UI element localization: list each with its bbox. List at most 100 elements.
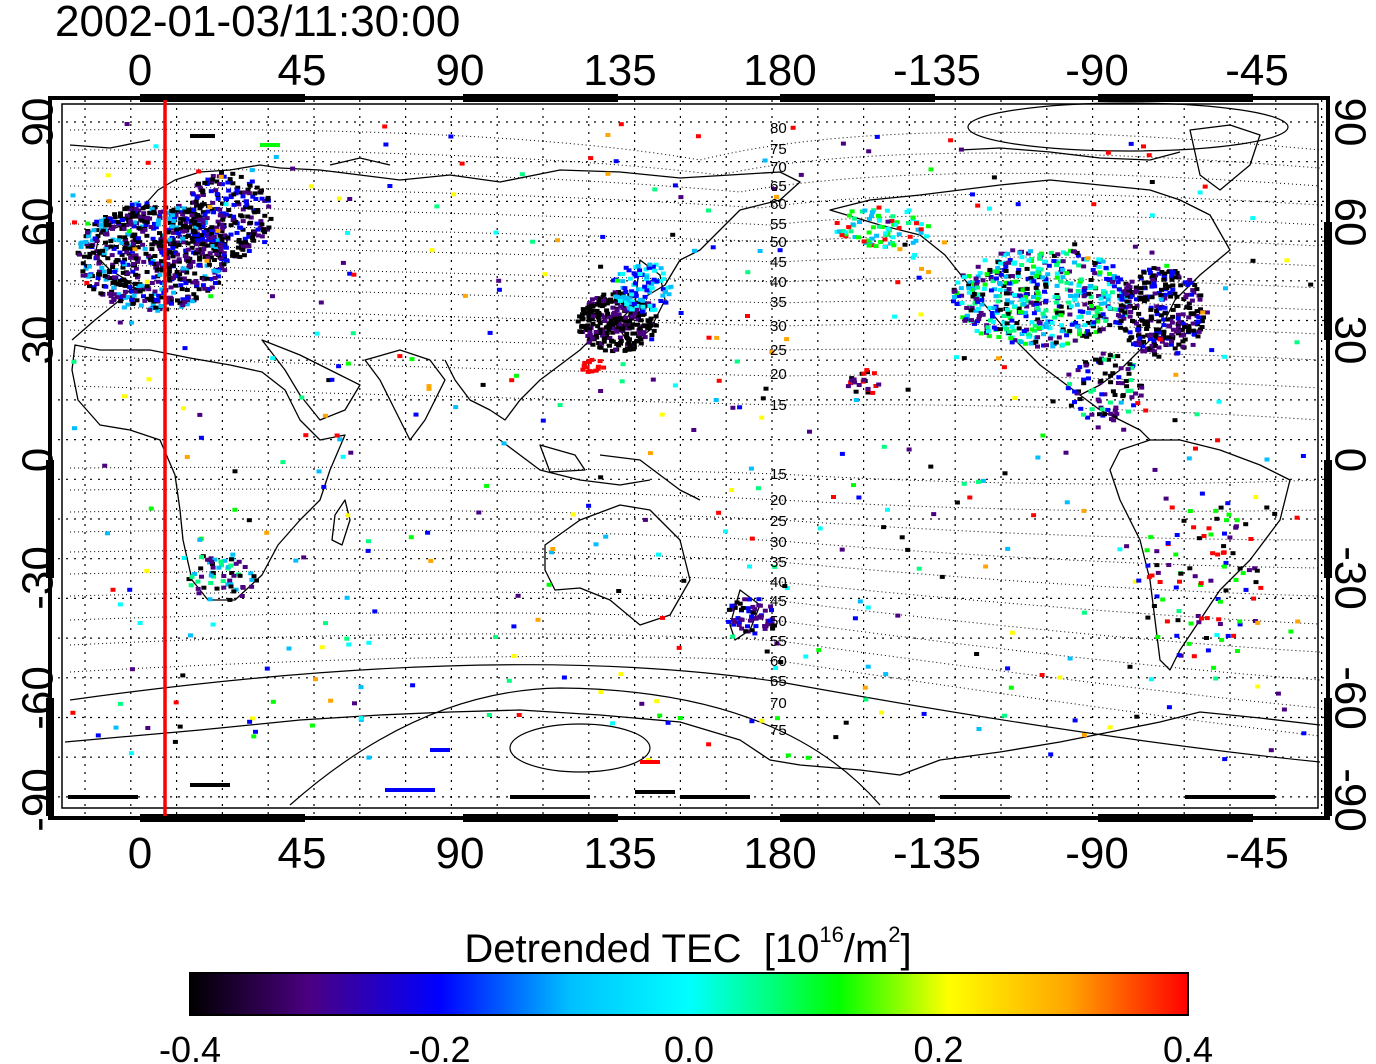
tec-point [222,558,228,563]
tec-point [586,503,592,508]
tec-point [598,389,604,393]
tec-point [678,195,684,200]
tec-point [646,265,652,270]
tec-point [1007,258,1013,262]
tec-point [790,125,796,130]
tec-point [1133,285,1139,290]
tec-point [1148,677,1154,682]
contour-label-south: 15 [770,466,787,483]
tec-point [660,271,666,276]
tec-point [204,276,210,281]
tec-point [1069,322,1075,327]
tec-point [856,495,862,500]
tec-point [303,433,309,438]
tec-point [128,255,134,260]
tec-point [212,281,218,285]
tec-point [137,621,143,625]
tec-point [1183,295,1189,300]
geomagnetic-contours [69,128,1321,737]
tec-point [589,369,595,374]
tec-point [620,362,626,367]
tec-point [451,192,457,197]
tec-point [666,292,672,297]
tec-point [628,347,634,352]
tec-point [729,488,735,492]
tec-point [1190,288,1196,293]
tec-point [581,308,586,313]
contour-label-south: 30 [770,534,787,551]
tec-point [208,581,214,585]
tec-point [1066,372,1072,377]
tec-point [1115,280,1121,285]
tec-point [952,289,958,294]
tec-point [209,207,215,212]
tec-point [990,314,995,319]
tec-point [228,557,234,562]
tec-point [1097,327,1103,332]
tec-point [183,235,189,240]
tec-point [803,654,809,659]
tec-point [140,206,146,211]
tec-point [249,584,255,589]
tec-point [119,218,125,223]
geomagnetic-contours-solid [69,102,1321,806]
contour-label-south: 25 [770,513,787,530]
tec-point [871,371,877,376]
tec-point [1199,491,1205,496]
tec-point [1031,302,1037,307]
tec-point [785,753,791,758]
tec-point [208,573,214,578]
tec-point [115,220,121,224]
tec-point [205,557,211,562]
tec-point [1003,264,1009,269]
tec-point [230,181,236,186]
tec-point [1174,294,1180,299]
tec-point [654,279,660,284]
tec-point [1137,336,1143,341]
tec-point [1019,255,1025,260]
tec-point [1172,291,1178,296]
tec-point [1041,343,1047,348]
tec-point [98,223,104,227]
tec-point [122,235,128,240]
tec-point [1032,328,1037,333]
tec-point [214,252,220,257]
tec-point [107,276,113,280]
tec-point [1217,622,1223,626]
tec-point [1038,267,1044,272]
tec-point [777,248,783,253]
tec-point [1081,508,1087,513]
x-tick-bottom: -90 [1065,829,1129,878]
tec-point [110,265,116,270]
tec-point [426,386,432,391]
tec-point [1009,324,1015,329]
tec-point [839,233,845,238]
tec-point [1112,414,1118,418]
contour-label-south: 65 [770,673,787,690]
tec-point [647,290,653,295]
tec-point [213,188,219,193]
tec-point [1111,284,1117,289]
tec-point [232,507,238,512]
tec-point [637,332,643,337]
tec-point [866,149,872,154]
tec-point [1237,622,1243,627]
tec-point [202,239,208,244]
tec-point [1159,339,1165,344]
tec-point [772,564,778,569]
tec-point [918,227,924,232]
tec-point [1007,316,1013,320]
tec-point [129,667,135,672]
tec-point [1001,253,1007,258]
tec-point [593,368,599,373]
tec-point [240,207,246,212]
tec-point [1190,321,1196,326]
tec-point [734,600,740,605]
tec-point [144,215,150,220]
tec-point [228,582,234,587]
tec-point [910,240,916,245]
tec-point [1107,271,1112,276]
tec-point [219,226,225,231]
tec-point [177,221,183,226]
x-tick-top: -90 [1065,46,1129,95]
